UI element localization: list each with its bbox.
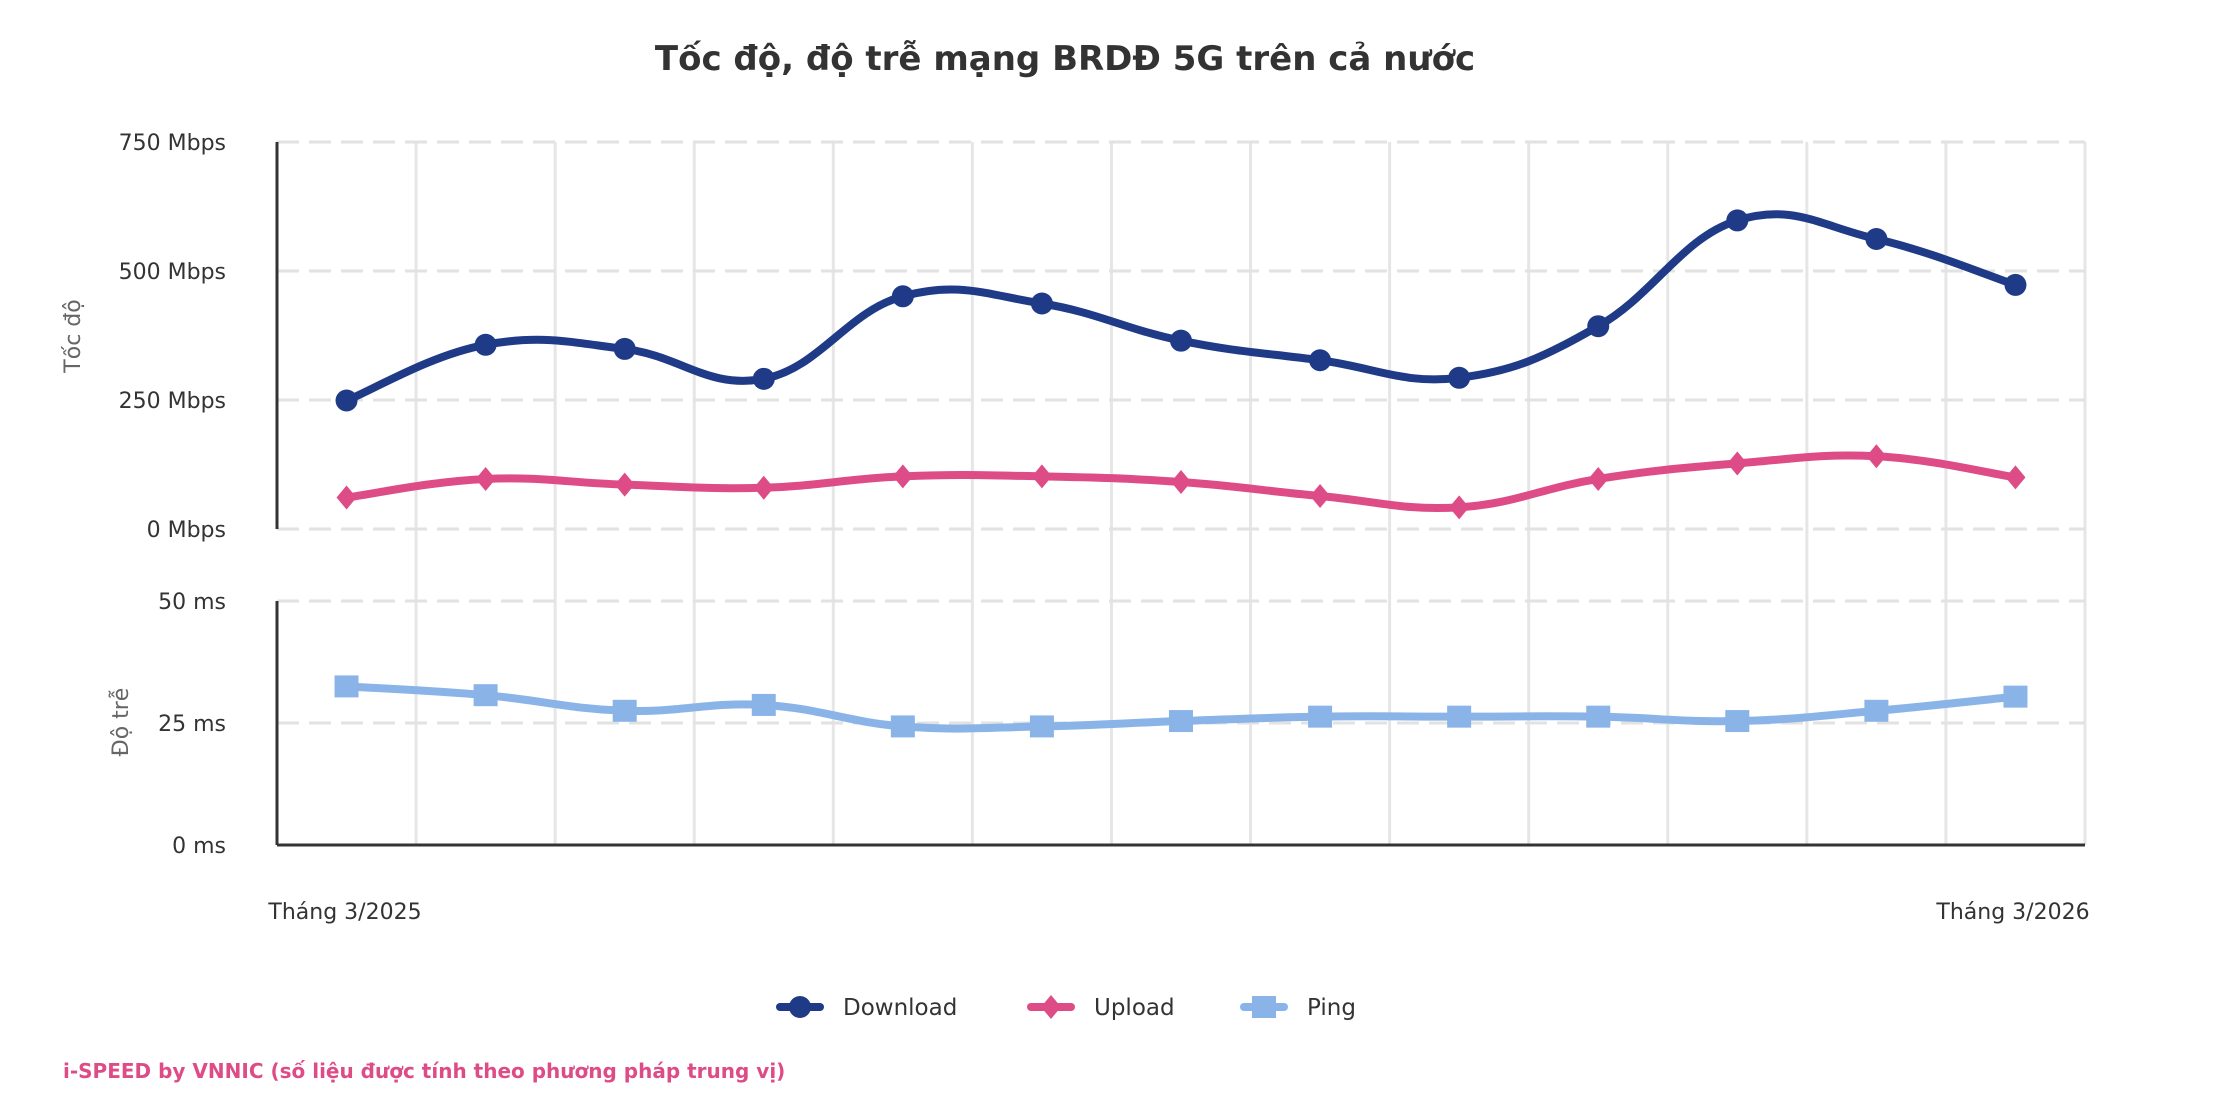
series-upload (336, 444, 2026, 520)
ping-point (1308, 705, 1333, 728)
legend-diamond-icon (1041, 995, 1061, 1019)
legend-square-icon (1252, 996, 1276, 1018)
y-axis-label-speed: Tốc độ (61, 299, 86, 373)
upload-point (336, 485, 357, 510)
download-point (335, 389, 358, 412)
legend: Download Upload Ping (776, 995, 1356, 1021)
upload-point (1310, 483, 1331, 508)
download-point (1030, 292, 1053, 315)
download-point (1170, 329, 1192, 352)
legend-item-ping[interactable]: Ping (1240, 995, 1356, 1021)
y-axis-label-latency: Độ trễ (108, 688, 134, 757)
upload-point (1866, 444, 1887, 469)
y-tick-label: 750 Mbps (119, 131, 226, 156)
download-point (1587, 315, 1610, 338)
legend-label: Download (843, 995, 957, 1021)
ping-point (473, 684, 498, 707)
legend-label: Ping (1307, 995, 1356, 1021)
download-point (1309, 349, 1332, 372)
legend-item-download[interactable]: Download (776, 995, 957, 1021)
ping-point (1864, 699, 1889, 722)
series-ping (334, 675, 2028, 738)
legend-label: Upload (1094, 995, 1175, 1021)
upload-point (1171, 470, 1191, 495)
ping-point (890, 715, 915, 738)
footer-source: i-SPEED by VNNIC (số liệu được tính theo… (63, 1059, 785, 1083)
download-point (1865, 228, 1888, 251)
chart-title: Tốc độ, độ trễ mạng BRDĐ 5G trên cả nước (655, 39, 1475, 79)
y-tick-label: 25 ms (158, 712, 226, 737)
legend-item-upload[interactable]: Upload (1027, 995, 1175, 1021)
download-point (2004, 273, 2027, 296)
upload-point (1588, 466, 1609, 491)
ping-point (1725, 710, 1750, 733)
ping-point (1586, 705, 1611, 728)
upload-point (1727, 451, 1748, 476)
upload-point (475, 466, 496, 491)
y-tick-label: 500 Mbps (119, 260, 226, 285)
ping-point (751, 693, 776, 716)
download-point (752, 367, 775, 390)
upload-point (2005, 465, 2026, 490)
ping-point (1169, 710, 1193, 733)
series-download (335, 209, 2027, 412)
download-point (474, 333, 497, 356)
ping-point (1447, 705, 1472, 728)
y-tick-label: 0 ms (172, 834, 226, 859)
ping-point (612, 699, 637, 722)
upload-point (1449, 495, 1470, 520)
y-ticks: 0 Mbps 250 Mbps 500 Mbps 750 Mbps 0 ms 25 ms 5… (119, 131, 226, 859)
x-tick-label-end: Tháng 3/2026 (1935, 900, 2089, 925)
download-line (342, 210, 2020, 405)
ping-point (1029, 715, 1054, 738)
upload-point (1031, 464, 1052, 489)
upload-point (892, 464, 913, 489)
download-point (613, 337, 636, 360)
y-tick-label: 50 ms (158, 590, 226, 615)
legend-circle-icon (789, 996, 811, 1018)
upload-point (753, 475, 774, 500)
y-tick-label: 250 Mbps (119, 389, 226, 414)
ping-point (334, 675, 359, 698)
download-point (891, 285, 914, 308)
y-tick-label: 0 Mbps (147, 518, 226, 543)
series-layer (334, 209, 2028, 738)
upload-point (614, 472, 635, 497)
ping-point (2003, 685, 2028, 708)
download-point (1448, 366, 1471, 389)
x-tick-label-start: Tháng 3/2025 (267, 900, 421, 925)
download-point (1726, 209, 1749, 232)
